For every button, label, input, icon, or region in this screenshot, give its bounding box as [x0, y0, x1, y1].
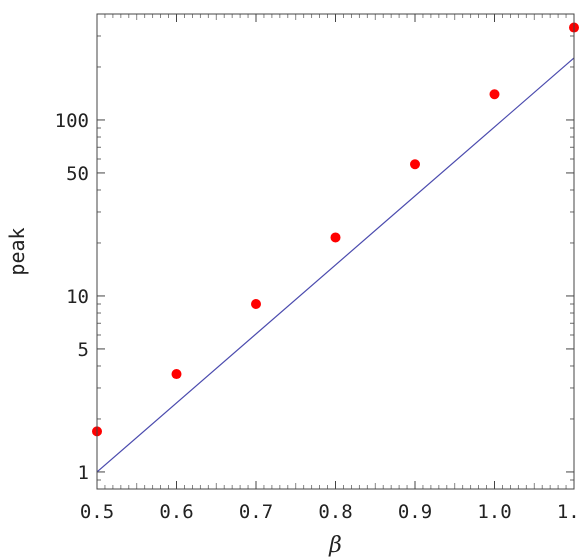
x-tick-label: 1.1: [557, 501, 581, 523]
y-tick-labels: 1 5 10 50 100: [55, 110, 89, 484]
x-tick-label: 0.8: [318, 501, 352, 523]
x-tick-label: 0.5: [80, 501, 114, 523]
plot-frame: [96, 13, 575, 490]
minor-ticks: [97, 13, 574, 490]
x-tick-labels: 0.5 0.6 0.7 0.8 0.9 1.0 1.1: [80, 501, 581, 523]
series-layer: [92, 22, 579, 473]
data-point: [171, 369, 182, 380]
x-axis-label: β: [328, 533, 342, 558]
y-tick-label: 100: [55, 110, 89, 132]
data-point: [251, 299, 261, 310]
major-ticks: [96, 14, 575, 489]
y-tick-label: 50: [66, 163, 89, 185]
data-point: [489, 89, 500, 100]
x-tick-label: 0.9: [398, 501, 432, 523]
x-tick-label: 0.6: [159, 501, 193, 523]
x-tick-label: 0.7: [239, 501, 273, 523]
y-axis-label: peak: [5, 227, 29, 275]
data-point: [330, 232, 341, 243]
y-tick-label: 1: [78, 462, 89, 484]
y-tick-label: 10: [66, 286, 89, 308]
data-point: [410, 159, 420, 170]
x-tick-label: 1.0: [477, 501, 511, 523]
y-tick-label: 5: [78, 339, 89, 361]
fit-line: [96, 57, 575, 473]
